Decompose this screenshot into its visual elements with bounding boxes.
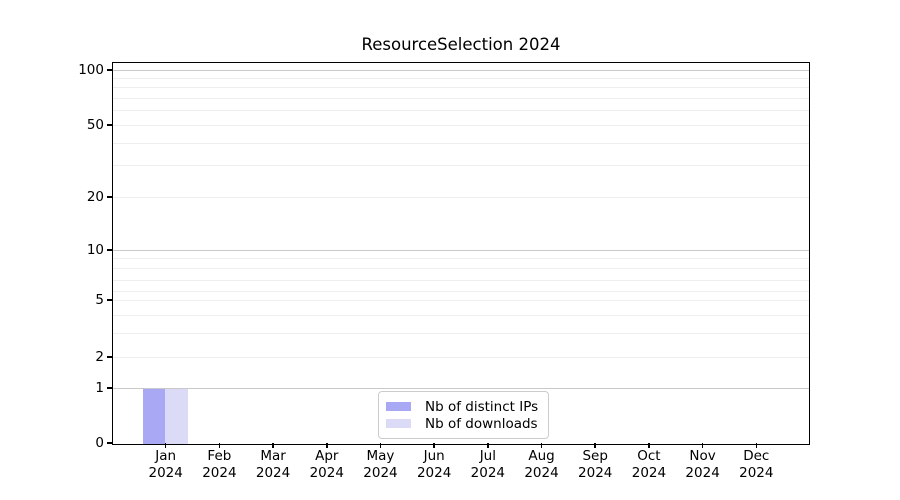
x-tick-mark-aug [540,443,543,448]
x-tick-year: 2024 [309,465,344,481]
gridline-30 [113,164,809,166]
x-tick-label-sep: Sep 2024 [559,448,631,482]
x-tick-label-aug: Aug 2024 [506,448,578,482]
grid-layer [113,63,809,444]
x-tick-year: 2024 [255,465,291,481]
x-tick-month: Mar [260,448,286,464]
gridline-90 [113,78,809,80]
x-tick-month: Jun [423,448,445,464]
x-tick-mark-nov [701,443,704,448]
bars-layer [113,63,809,444]
x-tick-mark-oct [648,443,650,448]
gridline-9 [113,258,809,259]
legend-swatch [386,419,411,428]
gridline-70 [113,98,809,100]
gridline-40 [113,143,809,145]
chart-title: ResourceSelection 2024 [361,35,561,54]
y-tick-mark-1 [107,387,112,389]
y-tick-label-50: 50 [86,117,104,134]
x-tick-year: 2024 [148,465,183,481]
legend-swatch [386,402,411,411]
x-tick-label-mar: Mar 2024 [237,448,309,482]
x-tick-label-may: May 2024 [344,448,416,482]
gridline-80 [113,87,809,88]
x-tick-year: 2024 [685,465,720,481]
y-tick-mark-0 [107,442,112,444]
gridline-6 [113,290,809,292]
x-tick-label-oct: Oct 2024 [613,448,685,482]
x-tick-year: 2024 [470,465,506,481]
y-tick-mark-20 [107,196,112,198]
gridline-10 [113,250,809,251]
x-tick-year: 2024 [416,465,452,481]
x-tick-year: 2024 [578,465,613,481]
x-tick-month: Jul [479,448,496,464]
x-tick-year: 2024 [739,465,774,481]
y-tick-label-100: 100 [78,62,104,78]
gridline-50 [113,125,809,127]
y-tick-mark-10 [107,249,112,251]
gridline-20 [113,197,809,198]
gridline-2 [113,357,809,359]
x-tick-month: Feb [207,448,232,464]
gridline-5 [113,300,809,302]
x-tick-month: Dec [743,448,770,464]
x-tick-label-apr: Apr 2024 [291,448,363,482]
y-tick-label-10: 10 [86,241,104,258]
x-tick-month: Nov [689,448,716,464]
x-tick-mark-jan [164,443,167,448]
x-tick-label-jun: Jun 2024 [398,448,470,482]
gridline-4 [113,314,809,316]
x-tick-year: 2024 [524,465,559,481]
plot-area [112,62,810,445]
x-tick-year: 2024 [363,465,398,481]
x-tick-mark-dec [755,443,758,448]
x-tick-year: 2024 [202,465,237,481]
x-tick-mark-may [379,443,382,448]
y-tick-label-5: 5 [95,292,104,308]
x-tick-month: May [366,448,395,464]
legend: Nb of distinct IPs Nb of downloads [378,391,550,439]
gridline-8 [113,268,809,270]
x-tick-year: 2024 [631,465,667,481]
x-tick-month: Jan [155,448,177,464]
gridline-100 [113,70,809,72]
x-tick-label-jan: Jan 2024 [130,448,202,482]
x-tick-mark-jun [433,443,435,448]
x-tick-month: Aug [528,448,555,464]
gridline-3 [113,333,809,335]
gridline-7 [113,280,809,282]
legend-label: Nb of distinct IPs [425,398,539,415]
y-tick-label-2: 2 [95,349,104,365]
x-tick-label-dec: Dec 2024 [720,448,792,482]
legend-row: Nb of distinct IPs [386,398,538,415]
x-tick-month: Sep [582,448,608,464]
x-tick-label-nov: Nov 2024 [667,448,739,482]
bar-nb-of-distinct-ips-jan [142,388,166,444]
y-tick-mark-2 [107,356,112,358]
gridline-1 [113,387,809,389]
legend-row: Nb of downloads [386,415,538,432]
x-tick-label-jul: Jul 2024 [452,448,524,482]
y-tick-label-1: 1 [95,379,104,396]
x-tick-month: Apr [315,448,339,464]
y-tick-mark-100 [107,69,112,71]
y-tick-label-0: 0 [95,435,104,451]
bar-nb-of-downloads-jan [165,388,188,444]
x-tick-mark-apr [326,443,328,448]
x-tick-label-feb: Feb 2024 [183,448,255,482]
y-tick-mark-5 [107,299,112,301]
x-tick-mark-jul [487,443,489,448]
x-tick-month: Oct [637,448,661,464]
x-tick-mark-mar [272,443,274,448]
x-tick-mark-sep [594,443,596,448]
y-tick-label-20: 20 [86,188,104,205]
legend-label: Nb of downloads [425,415,538,432]
y-tick-mark-50 [107,124,112,126]
x-tick-mark-feb [218,443,221,448]
gridline-60 [113,110,809,112]
